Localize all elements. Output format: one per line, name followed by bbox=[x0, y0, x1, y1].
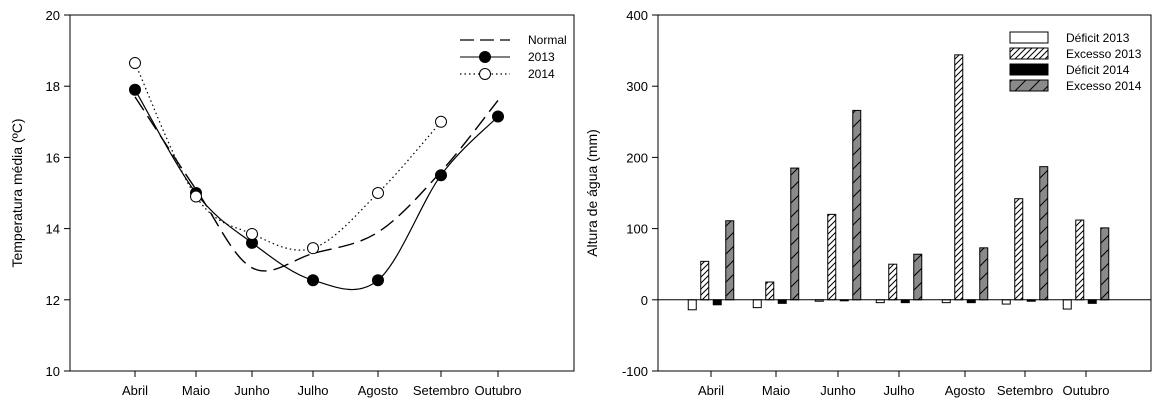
bar-excesso-2014 bbox=[1039, 166, 1049, 301]
x-tick-label: Abril bbox=[122, 383, 148, 398]
y-tick-label: 100 bbox=[626, 222, 648, 237]
x-tick-label: Outubro bbox=[475, 383, 522, 398]
x-tick-label: Setembro bbox=[413, 383, 469, 398]
x-tick-label: Abril bbox=[698, 383, 724, 398]
x-tick-label: Maio bbox=[182, 383, 210, 398]
temperature-line-chart: Temperatura média (ºC) 10 12 14 16 18 20 Abri… bbox=[9, 8, 575, 398]
bar-excesso-2014 bbox=[913, 253, 923, 301]
y-tick-label: 14 bbox=[46, 222, 60, 237]
legend-2014-label: 2014 bbox=[528, 67, 555, 81]
legend-deficit-2013-swatch bbox=[1009, 31, 1049, 44]
legend-2013-label: 2013 bbox=[528, 50, 555, 64]
legend-excesso-2013-swatch bbox=[1009, 47, 1049, 60]
y-tick-label: 10 bbox=[46, 364, 60, 379]
y-tick-label: -100 bbox=[622, 364, 648, 379]
bar-deficit-2013 bbox=[1062, 299, 1072, 310]
x-tick-label: Julho bbox=[883, 383, 914, 398]
bar-deficit-2014 bbox=[777, 299, 787, 304]
y-tick-label: 0 bbox=[641, 293, 648, 308]
y-axis-ticks: -100 0 100 200 300 400 bbox=[622, 8, 658, 379]
y-tick-label: 18 bbox=[46, 79, 60, 94]
x-tick-label: Junho bbox=[820, 383, 855, 398]
bar-deficit-2014 bbox=[712, 299, 722, 306]
legend-deficit-2013-label: Déficit 2013 bbox=[1066, 31, 1130, 45]
legend: Déficit 2013 Excesso 2013 Déficit 2014 E… bbox=[1009, 31, 1142, 93]
y-tick-label: 12 bbox=[46, 293, 60, 308]
bar-deficit-2013 bbox=[1001, 299, 1011, 305]
y-tick-label: 300 bbox=[626, 79, 648, 94]
x-tick-label: Agosto bbox=[358, 383, 398, 398]
series-2013-point bbox=[435, 169, 447, 182]
bar-excesso-2014 bbox=[790, 167, 800, 301]
bar-excesso-2013 bbox=[765, 281, 775, 301]
bar-excesso-2013 bbox=[954, 54, 964, 301]
series-2014-point bbox=[435, 115, 447, 128]
legend-2013-marker-icon bbox=[479, 51, 491, 63]
x-tick-label: Outubro bbox=[1063, 383, 1110, 398]
x-tick-label: Setembro bbox=[997, 383, 1053, 398]
legend-deficit-2014-label: Déficit 2014 bbox=[1066, 63, 1130, 77]
y-tick-label: 16 bbox=[46, 150, 60, 165]
x-tick-label: Agosto bbox=[945, 383, 985, 398]
bar-deficit-2013 bbox=[752, 299, 762, 309]
x-tick-label: Junho bbox=[234, 383, 269, 398]
legend-excesso-2013-label: Excesso 2013 bbox=[1066, 47, 1142, 61]
bar-excesso-2013 bbox=[827, 213, 837, 301]
series-group bbox=[129, 57, 504, 291]
series-2013-point bbox=[372, 274, 384, 287]
y-axis-ticks: 10 12 14 16 18 20 bbox=[46, 8, 70, 379]
bar-excesso-2014 bbox=[979, 247, 989, 301]
plot-frame bbox=[69, 14, 575, 372]
y-axis-title: Temperatura média (ºC) bbox=[9, 118, 25, 267]
bar-excesso-2013 bbox=[1075, 219, 1085, 301]
legend-2014-marker-icon bbox=[479, 68, 491, 80]
legend-deficit-2014-swatch bbox=[1009, 63, 1049, 76]
y-tick-label: 200 bbox=[626, 150, 648, 165]
bar-excesso-2014 bbox=[852, 109, 862, 301]
legend-excesso-2014-label: Excesso 2014 bbox=[1066, 79, 1142, 93]
series-2013-point bbox=[307, 274, 319, 287]
y-axis-title: Altura de água (mm) bbox=[584, 129, 600, 257]
x-axis-ticks: Abril Maio Junho Julho Agosto Setembro Outubro bbox=[122, 371, 522, 398]
series-2014-point bbox=[246, 227, 258, 240]
legend-excesso-2014-swatch bbox=[1009, 79, 1049, 92]
bar-excesso-2014 bbox=[1100, 227, 1110, 301]
bar-deficit-2014 bbox=[1087, 299, 1097, 304]
series-2014-line bbox=[134, 62, 442, 251]
x-tick-label: Julho bbox=[297, 383, 328, 398]
legend: Normal 2013 2014 bbox=[460, 33, 567, 81]
series-2013-point bbox=[492, 110, 504, 123]
series-2014-point bbox=[307, 242, 319, 255]
bar-deficit-2013 bbox=[687, 299, 697, 311]
series-2014-point bbox=[129, 57, 141, 70]
y-tick-label: 20 bbox=[46, 8, 60, 23]
x-axis-ticks: Abril Maio Junho Julho Agosto Setembro Outubro bbox=[698, 371, 1110, 398]
bar-excesso-2013 bbox=[1014, 198, 1024, 301]
bar-excesso-2014 bbox=[725, 220, 735, 301]
legend-normal-label: Normal bbox=[528, 33, 567, 47]
bar-excesso-2013 bbox=[700, 260, 710, 301]
bar-excesso-2013 bbox=[888, 263, 898, 301]
x-tick-label: Maio bbox=[762, 383, 790, 398]
plot-frame bbox=[657, 14, 1152, 372]
bar-group bbox=[687, 54, 1110, 311]
water-bar-chart: Altura de água (mm) -100 0 100 200 300 400 Ab… bbox=[584, 8, 1152, 398]
y-tick-label: 400 bbox=[626, 8, 648, 23]
series-2014-point bbox=[190, 190, 202, 203]
series-2014-point bbox=[372, 187, 384, 199]
series-2013-point bbox=[129, 83, 141, 96]
